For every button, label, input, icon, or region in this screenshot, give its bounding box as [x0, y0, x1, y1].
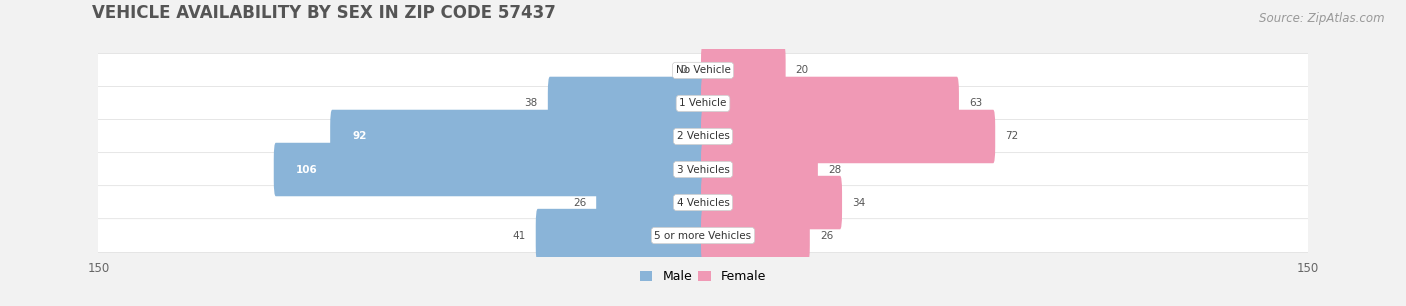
Text: 34: 34: [852, 198, 865, 207]
Text: 92: 92: [353, 132, 367, 141]
Text: 106: 106: [295, 165, 318, 174]
Text: 26: 26: [820, 231, 834, 241]
FancyBboxPatch shape: [79, 54, 1327, 87]
FancyBboxPatch shape: [79, 87, 1327, 120]
FancyBboxPatch shape: [79, 186, 1327, 219]
Text: 41: 41: [512, 231, 526, 241]
Text: VEHICLE AVAILABILITY BY SEX IN ZIP CODE 57437: VEHICLE AVAILABILITY BY SEX IN ZIP CODE …: [93, 4, 557, 22]
Legend: Male, Female: Male, Female: [636, 265, 770, 288]
FancyBboxPatch shape: [548, 77, 704, 130]
Text: 2 Vehicles: 2 Vehicles: [676, 132, 730, 141]
Text: 5 or more Vehicles: 5 or more Vehicles: [654, 231, 752, 241]
Text: 0: 0: [681, 65, 688, 75]
FancyBboxPatch shape: [702, 176, 842, 229]
FancyBboxPatch shape: [79, 219, 1327, 252]
Text: 26: 26: [572, 198, 586, 207]
FancyBboxPatch shape: [702, 110, 995, 163]
Text: 3 Vehicles: 3 Vehicles: [676, 165, 730, 174]
Text: 20: 20: [796, 65, 808, 75]
Text: 63: 63: [969, 99, 983, 108]
FancyBboxPatch shape: [79, 153, 1327, 186]
FancyBboxPatch shape: [702, 77, 959, 130]
Text: 4 Vehicles: 4 Vehicles: [676, 198, 730, 207]
FancyBboxPatch shape: [596, 176, 704, 229]
FancyBboxPatch shape: [536, 209, 704, 262]
Text: Source: ZipAtlas.com: Source: ZipAtlas.com: [1260, 12, 1385, 25]
FancyBboxPatch shape: [79, 120, 1327, 153]
FancyBboxPatch shape: [702, 143, 818, 196]
Text: 38: 38: [524, 99, 537, 108]
FancyBboxPatch shape: [274, 143, 704, 196]
Text: No Vehicle: No Vehicle: [675, 65, 731, 75]
Text: 28: 28: [828, 165, 841, 174]
Text: 72: 72: [1005, 132, 1018, 141]
FancyBboxPatch shape: [702, 44, 786, 97]
Text: 1 Vehicle: 1 Vehicle: [679, 99, 727, 108]
FancyBboxPatch shape: [330, 110, 704, 163]
FancyBboxPatch shape: [702, 209, 810, 262]
